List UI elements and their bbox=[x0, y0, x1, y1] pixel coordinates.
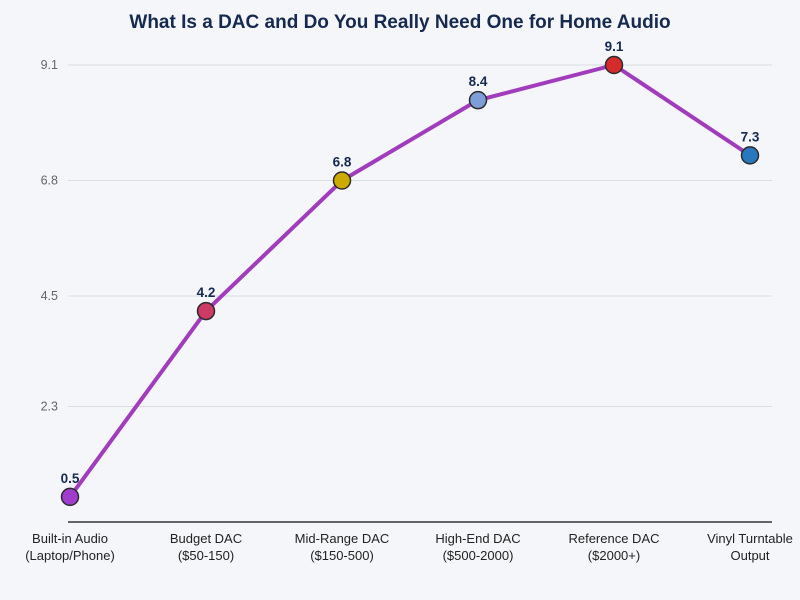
data-point-label: 7.3 bbox=[741, 129, 760, 144]
data-point-label: 8.4 bbox=[469, 74, 488, 89]
x-tick-label: ($150-500) bbox=[310, 548, 374, 563]
data-point-label: 0.5 bbox=[61, 471, 80, 486]
x-tick-label: ($500-2000) bbox=[443, 548, 514, 563]
x-tick-label: Vinyl Turntable bbox=[707, 531, 793, 546]
chart-line bbox=[68, 63, 752, 499]
data-point bbox=[60, 487, 80, 507]
x-tick-label: Mid-Range DAC bbox=[295, 531, 390, 546]
x-tick-label: ($2000+) bbox=[588, 548, 640, 563]
chart-title: What Is a DAC and Do You Really Need One… bbox=[129, 12, 671, 33]
data-point bbox=[740, 146, 760, 165]
y-tick-label: 9.1 bbox=[41, 58, 58, 72]
x-tick-label: Budget DAC bbox=[170, 531, 242, 546]
x-tick-label: Reference DAC bbox=[568, 531, 659, 546]
data-point bbox=[196, 301, 216, 321]
y-tick-label: 6.8 bbox=[41, 174, 58, 188]
data-point bbox=[468, 90, 488, 110]
x-tick-label: ($50-150) bbox=[178, 548, 234, 563]
y-tick-label: 2.3 bbox=[41, 399, 58, 413]
x-tick-label: Built-in Audio bbox=[32, 531, 108, 546]
data-point-label: 4.2 bbox=[197, 285, 216, 300]
x-tick-label: High-End DAC bbox=[435, 531, 520, 546]
data-point-label: 6.8 bbox=[333, 155, 352, 170]
data-point-label: 9.1 bbox=[605, 39, 624, 54]
x-tick-label: (Laptop/Phone) bbox=[25, 548, 115, 563]
data-point bbox=[332, 171, 352, 190]
y-tick-label: 4.5 bbox=[41, 289, 58, 303]
x-tick-label: Output bbox=[730, 548, 769, 563]
data-point bbox=[604, 55, 624, 75]
